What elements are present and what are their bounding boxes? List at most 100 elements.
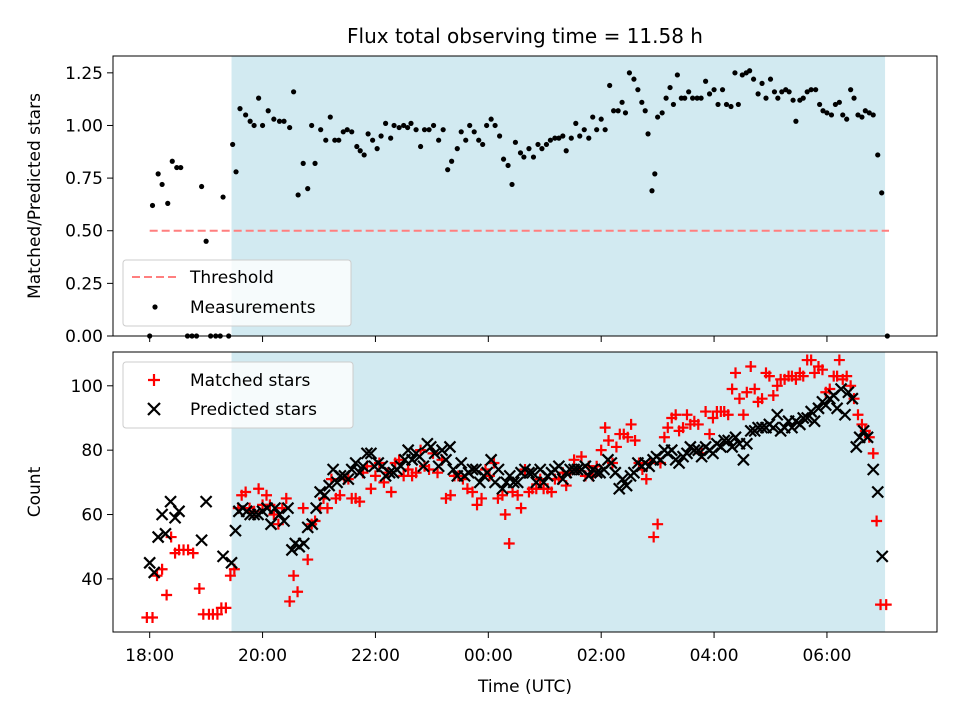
measurement-point — [828, 112, 835, 118]
predicted-star-point — [309, 501, 323, 515]
predicted-star-point — [875, 550, 889, 563]
predicted-star-point — [672, 456, 686, 470]
measurement-point — [251, 122, 257, 129]
matched-star-point — [220, 602, 232, 614]
predicted-star-point — [199, 495, 213, 508]
y-tick-label: 0.00 — [65, 327, 103, 347]
predicted-star-point — [737, 453, 750, 467]
x-tick-label: 04:00 — [690, 646, 739, 666]
predicted-star-point — [507, 476, 520, 489]
matched-star-point — [700, 406, 712, 418]
y-tick-label: 0.50 — [65, 222, 103, 242]
measurement-point — [237, 106, 243, 112]
measurement-point — [755, 91, 761, 97]
predicted-star-point — [466, 463, 479, 476]
predicted-star-point — [612, 482, 626, 496]
matched-star-point — [658, 431, 670, 443]
predicted-star-point — [590, 466, 603, 479]
matched-star-point — [692, 418, 704, 430]
predicted-star-point — [297, 537, 311, 550]
x-axis-label: Time (UTC) — [477, 677, 572, 697]
matched-star-point — [224, 570, 236, 582]
predicted-star-point — [785, 421, 799, 434]
measurement-point — [698, 95, 704, 101]
measurement-point — [256, 95, 262, 101]
matched-star-point — [730, 367, 742, 379]
predicted-star-point — [725, 440, 739, 454]
predicted-star-point — [834, 382, 848, 396]
measurement-point — [539, 146, 545, 152]
legend-matched-label: Matched stars — [190, 371, 310, 391]
predicted-star-point — [424, 440, 438, 454]
measurement-point — [220, 194, 226, 200]
predicted-star-point — [216, 550, 230, 563]
measurement-point — [401, 122, 407, 129]
predicted-star-point — [819, 398, 833, 412]
matched-star-point — [652, 518, 664, 530]
measurement-point — [804, 89, 810, 95]
y-tick-label: 80 — [81, 441, 103, 461]
measurement-point — [808, 87, 814, 93]
predicted-star-point — [443, 440, 457, 454]
legend-measurement-swatch — [152, 304, 158, 310]
measurement-point — [405, 124, 411, 131]
measurement-point — [682, 95, 688, 101]
predicted-star-point — [172, 505, 186, 518]
measurement-point — [276, 118, 283, 124]
measurement-point — [581, 127, 587, 133]
measurement-point — [686, 89, 692, 95]
matched-star-point — [867, 447, 879, 459]
y-tick-label: 40 — [81, 570, 103, 590]
measurement-point — [598, 116, 604, 122]
matched-star-point — [193, 583, 205, 595]
predicted-star-point — [850, 440, 863, 454]
measurement-point — [309, 122, 315, 129]
predicted-star-point — [305, 517, 319, 531]
measurement-point — [670, 101, 677, 108]
measurement-point — [862, 108, 868, 114]
predicted-star-point — [281, 501, 295, 515]
predicted-star-point — [273, 508, 286, 521]
measurement-point — [340, 129, 346, 135]
measurement-point — [480, 141, 486, 148]
predicted-star-point — [800, 411, 814, 425]
measurement-point — [747, 68, 753, 74]
measurement-point — [817, 101, 823, 108]
legend-matched-swatch — [148, 374, 160, 386]
predicted-star-point — [620, 479, 633, 492]
measurement-point — [732, 70, 738, 76]
bottom-legend-box — [122, 361, 354, 429]
measurement-point — [476, 137, 482, 143]
predicted-star-point — [866, 463, 880, 476]
measurement-point — [645, 131, 651, 137]
measurement-point — [840, 112, 846, 118]
matched-star-point — [334, 489, 346, 501]
matched-star-point — [733, 393, 745, 405]
measurement-point — [488, 116, 494, 122]
matched-star-point — [677, 422, 689, 434]
measurement-point — [832, 101, 839, 108]
predicted-star-point — [808, 414, 821, 428]
predicted-star-point — [556, 472, 570, 486]
measurement-point — [484, 122, 490, 129]
measurement-point — [449, 158, 455, 164]
matched-star-point — [187, 547, 199, 559]
measurement-point — [388, 135, 394, 141]
measurement-point — [413, 127, 419, 133]
predicted-star-point — [229, 524, 242, 537]
matched-star-point — [662, 422, 674, 434]
predicted-star-point — [582, 469, 596, 483]
matched-star-point — [726, 383, 738, 395]
measurement-point — [824, 110, 830, 116]
top-y-axis-label: Matched/Predicted stars — [25, 93, 45, 299]
y-tick-label: 0.75 — [65, 169, 103, 189]
measurement-point — [247, 118, 253, 124]
measurement-point — [655, 114, 661, 120]
matched-star-point — [863, 431, 875, 443]
y-tick-label: 60 — [81, 506, 103, 526]
matched-star-point — [670, 409, 682, 421]
predicted-star-point — [729, 431, 742, 444]
measurement-point — [323, 137, 329, 143]
matched-star-point — [756, 393, 768, 405]
